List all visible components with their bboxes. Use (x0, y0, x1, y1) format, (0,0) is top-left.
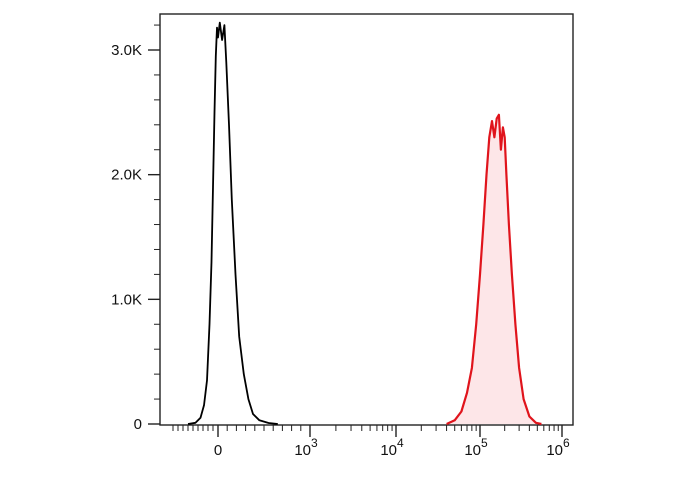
series-1-line (446, 113, 542, 426)
x-tick-label-4: 106 (546, 436, 570, 459)
x-tick-label-0: 0 (214, 442, 222, 459)
y-axis: 0 1.0K 2.0K 3.0K (111, 24, 160, 433)
x-tick-label-3: 105 (464, 436, 488, 459)
series-layer (187, 21, 542, 426)
plot-frame (159, 13, 574, 426)
x-tick-label-1: 103 (294, 436, 318, 459)
series-1-fill (446, 114, 542, 425)
y-tick-label-3: 3.0K (111, 42, 142, 59)
y-tick-label-0: 0 (134, 416, 142, 433)
y-tick-label-1: 1.0K (111, 291, 142, 308)
x-axis: 0 103 104 105 106 (172, 425, 570, 459)
series-0-line (187, 21, 278, 425)
y-tick-label-2: 2.0K (111, 167, 142, 184)
x-tick-label-2: 104 (380, 436, 404, 459)
